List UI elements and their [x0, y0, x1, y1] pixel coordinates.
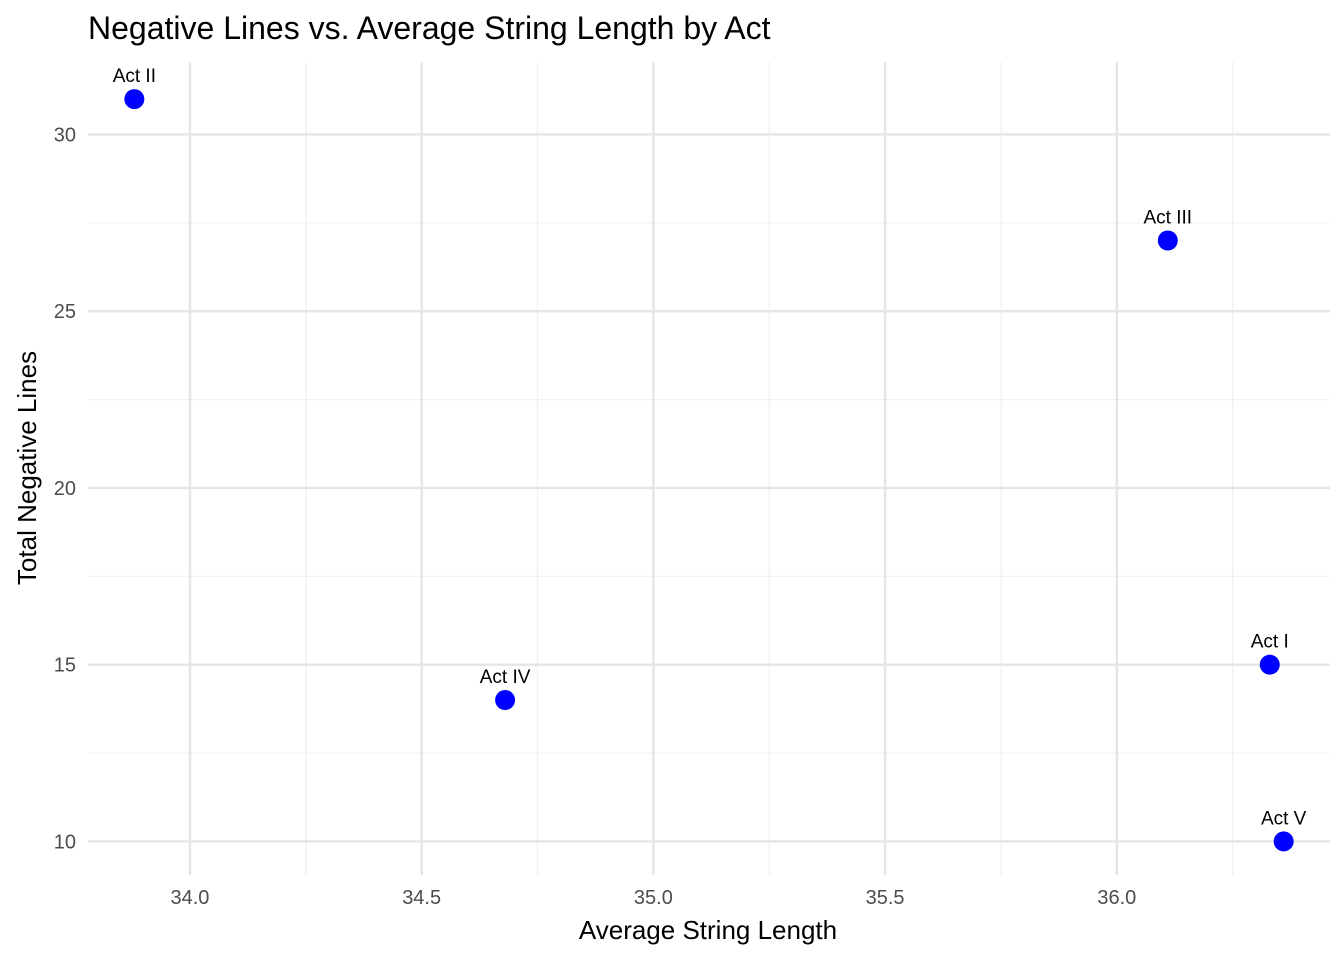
data-labels: Act I Act II Act III Act IV Act V	[113, 66, 1307, 829]
grid	[88, 62, 1330, 875]
x-tick-label: 36.0	[1097, 887, 1136, 909]
y-tick-label: 20	[54, 478, 76, 500]
point-label: Act IV	[480, 667, 531, 688]
x-tick-label: 34.0	[170, 887, 209, 909]
chart-title: Negative Lines vs. Average String Length…	[88, 10, 771, 46]
point-label: Act II	[113, 66, 156, 87]
x-axis-title: Average String Length	[579, 915, 837, 945]
data-point	[1259, 654, 1280, 675]
y-axis-title: Total Negative Lines	[12, 351, 42, 585]
x-tick-label: 35.5	[866, 887, 905, 909]
point-label: Act I	[1251, 632, 1289, 653]
x-tick-label: 35.0	[634, 887, 673, 909]
data-point	[1157, 230, 1178, 251]
y-tick-label: 30	[54, 124, 76, 146]
point-label: Act V	[1261, 808, 1307, 829]
data-point	[1273, 831, 1294, 852]
x-tick-label: 34.5	[402, 887, 441, 909]
point-label: Act III	[1144, 208, 1193, 229]
y-tick-label: 25	[54, 301, 76, 323]
x-axis-ticks: 34.0 34.5 35.0 35.5 36.0	[170, 887, 1136, 909]
y-tick-label: 15	[54, 655, 76, 677]
data-point	[124, 89, 145, 110]
data-points	[124, 89, 1294, 852]
data-point	[495, 690, 516, 711]
y-axis-ticks: 10 15 20 25 30	[54, 124, 76, 853]
y-tick-label: 10	[54, 831, 76, 853]
